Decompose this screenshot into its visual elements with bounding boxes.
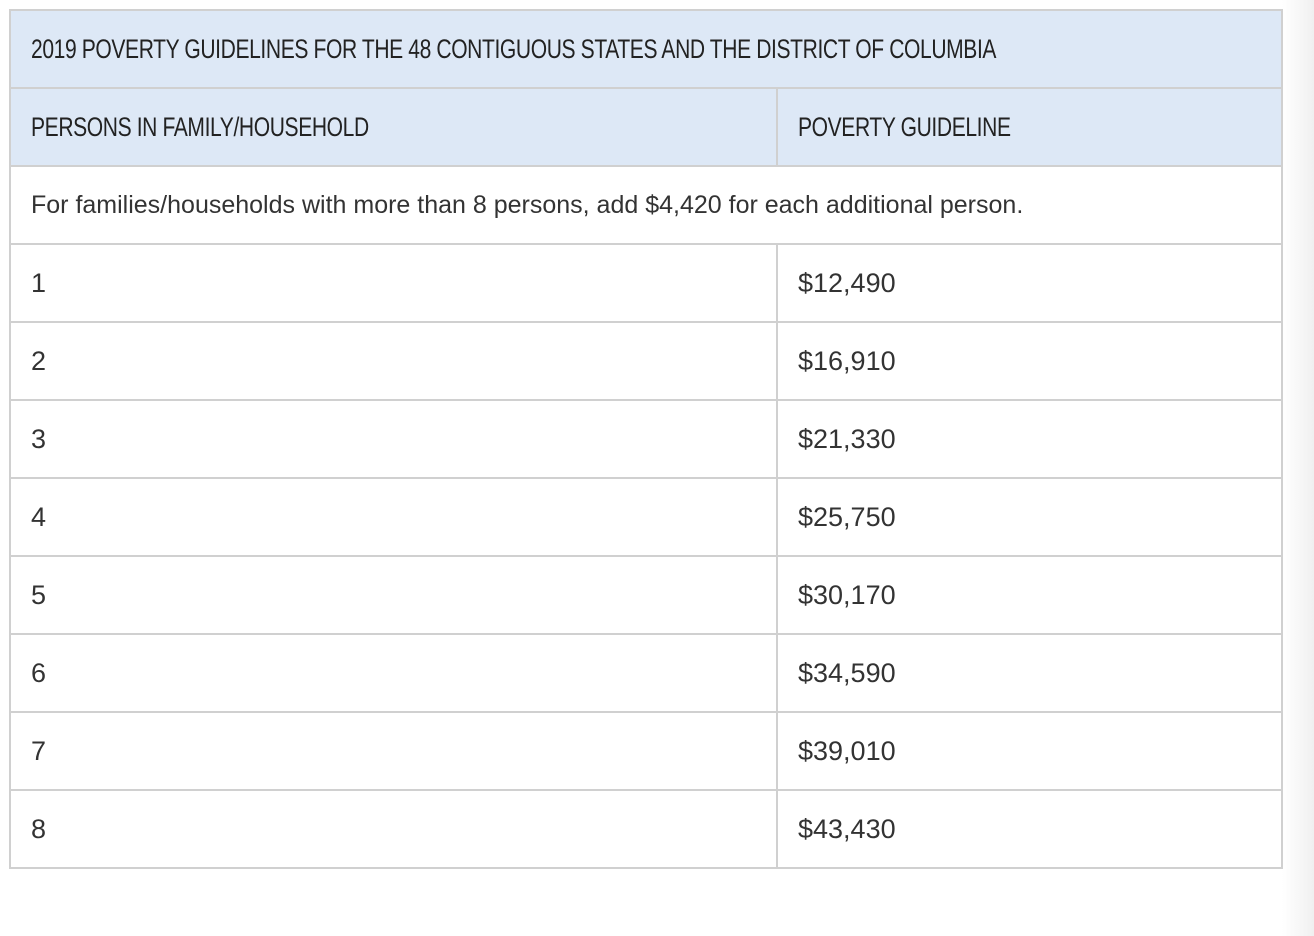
additional-person-note: For families/households with more than 8… — [9, 165, 1283, 245]
header-persons: PERSONS IN FAMILY/HOUSEHOLD — [9, 87, 778, 167]
guideline-cell: $21,330 — [776, 399, 1283, 479]
persons-cell: 6 — [9, 633, 778, 713]
header-persons-text: PERSONS IN FAMILY/HOUSEHOLD — [31, 111, 369, 142]
table-row: 5 $30,170 — [9, 555, 1283, 635]
guideline-cell: $25,750 — [776, 477, 1283, 557]
persons-cell: 4 — [9, 477, 778, 557]
table-row: 8 $43,430 — [9, 789, 1283, 869]
table-row: 7 $39,010 — [9, 711, 1283, 791]
guideline-cell: $30,170 — [776, 555, 1283, 635]
persons-cell: 5 — [9, 555, 778, 635]
note-row: For families/households with more than 8… — [9, 165, 1283, 245]
header-guideline: POVERTY GUIDELINE — [776, 87, 1283, 167]
persons-cell: 8 — [9, 789, 778, 869]
guideline-cell: $12,490 — [776, 243, 1283, 323]
table-caption-text: 2019 POVERTY GUIDELINES FOR THE 48 CONTI… — [31, 33, 997, 64]
persons-cell: 3 — [9, 399, 778, 479]
caption-row: 2019 POVERTY GUIDELINES FOR THE 48 CONTI… — [9, 9, 1283, 89]
persons-cell: 1 — [9, 243, 778, 323]
scroll-shade — [1282, 0, 1314, 936]
persons-cell: 7 — [9, 711, 778, 791]
table-row: 1 $12,490 — [9, 243, 1283, 323]
guideline-cell: $34,590 — [776, 633, 1283, 713]
table-row: 3 $21,330 — [9, 399, 1283, 479]
guideline-cell: $39,010 — [776, 711, 1283, 791]
table-row: 6 $34,590 — [9, 633, 1283, 713]
header-guideline-text: POVERTY GUIDELINE — [798, 111, 1011, 142]
guideline-cell: $43,430 — [776, 789, 1283, 869]
poverty-guidelines-table: 2019 POVERTY GUIDELINES FOR THE 48 CONTI… — [9, 9, 1283, 869]
persons-cell: 2 — [9, 321, 778, 401]
table-row: 2 $16,910 — [9, 321, 1283, 401]
guideline-cell: $16,910 — [776, 321, 1283, 401]
table-row: 4 $25,750 — [9, 477, 1283, 557]
header-row: PERSONS IN FAMILY/HOUSEHOLD POVERTY GUID… — [9, 87, 1283, 167]
table-caption: 2019 POVERTY GUIDELINES FOR THE 48 CONTI… — [9, 9, 1283, 89]
